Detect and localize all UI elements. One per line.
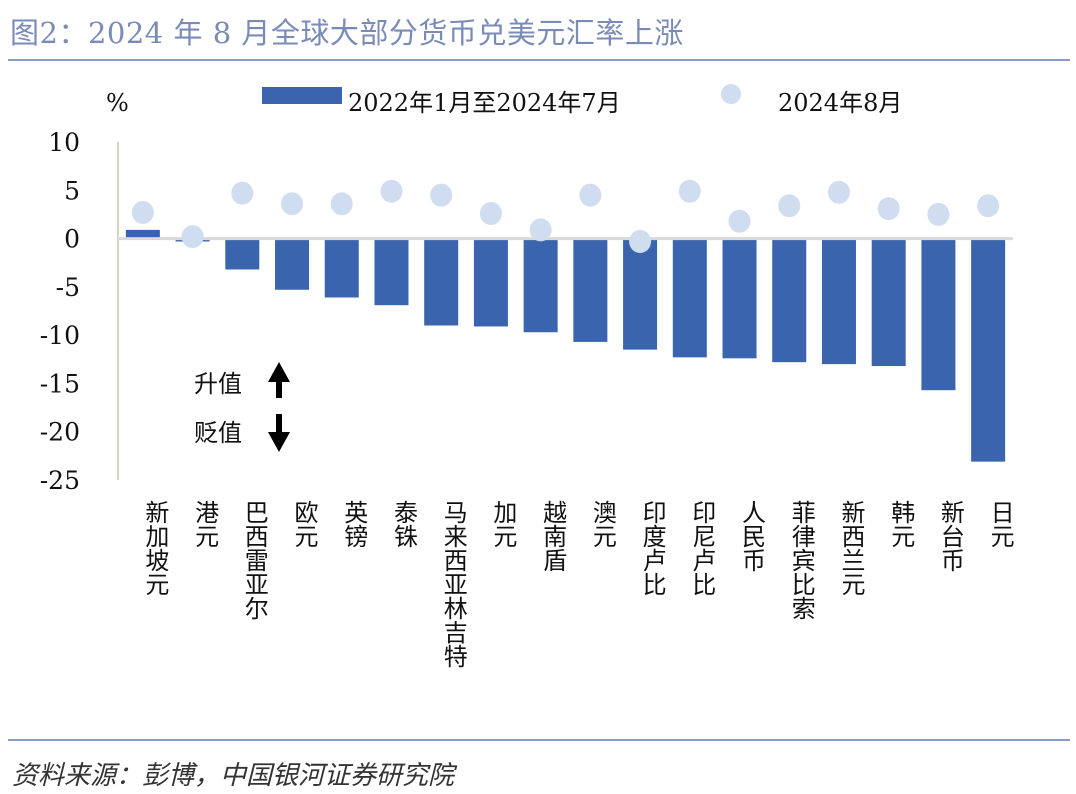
y-tick-label: -20 [40,418,80,447]
bar-日元 [971,238,1006,462]
x-tick-label: 巴西雷亚尔 [240,500,268,620]
dot-印度卢比 [629,229,652,253]
dot-新加坡元 [131,200,154,224]
dot-巴西雷亚尔 [231,181,254,205]
bottom-divider [8,739,1070,741]
dot-欧元 [281,192,304,216]
source-note: 资料来源：彭博，中国银河证券研究院 [12,761,455,791]
x-tick-label: 印度卢比 [638,500,666,596]
y-tick-label: -15 [40,369,80,398]
y-tick-label: 5 [64,176,80,205]
x-tick-label: 人民币 [738,500,766,572]
bar-印度卢比 [623,238,658,350]
annotation-depreciation: 贬值 [194,419,242,447]
y-tick-label: -5 [56,273,80,302]
dot-泰铢 [380,179,403,203]
x-tick-label: 港元 [191,500,219,548]
bar-欧元 [275,238,310,290]
arrow-up-icon [268,362,290,398]
arrow-down-icon [268,414,290,452]
annotation-appreciation: 升值 [194,370,242,398]
legend-bar-label: 2022年1月至2024年7月 [348,89,621,117]
top-divider [8,59,1070,61]
x-tick-label: 日元 [986,500,1014,548]
x-tick-label: 泰铢 [389,500,417,548]
y-tick-label: 10 [48,128,80,157]
y-axis-unit: % [106,89,129,117]
dot-新台币 [927,202,950,226]
y-tick-label: -25 [40,466,80,495]
bar-chart: 10 5 0 -5 -10 -15 -20 -25% 新加坡元 港元 巴西雷亚尔 欧元 英镑 泰铢 马来西亚… [40,84,1014,668]
bar-印尼卢比 [672,238,707,358]
legend-bar-swatch [262,87,342,104]
dot-加元 [479,201,502,225]
bar-新加坡元 [125,229,160,239]
x-tick-label: 韩元 [887,500,915,548]
bar-加元 [473,238,508,327]
dot-英镑 [330,192,353,216]
x-tick-label: 澳元 [588,500,616,548]
y-tick-label: -10 [40,321,80,350]
figure-title: 图2：2024 年 8 月全球大部分货币兑美元汇率上涨 [10,16,684,50]
dot-人民币 [728,209,751,233]
bar-马来西亚林吉特 [424,238,459,326]
bar-巴西雷亚尔 [225,238,260,270]
x-tick-label: 印尼卢比 [688,500,716,596]
bar-英镑 [324,238,359,298]
legend-dot-swatch [721,84,741,104]
dot-韩元 [877,197,900,221]
dot-新西兰元 [827,180,850,204]
x-tick-label: 英镑 [340,500,368,548]
dot-港元 [181,225,204,249]
bar-新台币 [921,238,956,391]
dot-印尼卢比 [678,179,701,203]
x-tick-label: 新台币 [936,500,964,572]
dot-马来西亚林吉特 [430,183,453,207]
dot-越南盾 [529,218,552,242]
bar-泰铢 [374,238,409,306]
bar-澳元 [573,238,608,342]
bar-菲律宾比索 [772,238,807,363]
x-tick-label: 菲律宾比索 [787,500,815,620]
x-tick-label: 新西兰元 [837,500,865,596]
bar-人民币 [722,238,757,359]
dot-澳元 [579,183,602,207]
legend-dot-label: 2024年8月 [778,89,902,117]
y-tick-label: 0 [64,225,80,254]
bar-越南盾 [523,238,558,333]
x-tick-label: 新加坡元 [141,500,169,596]
x-tick-label: 加元 [489,500,517,548]
x-tick-label: 马来西亚林吉特 [439,500,467,668]
x-tick-label: 欧元 [290,500,318,548]
x-tick-label: 越南盾 [539,500,567,572]
dot-日元 [977,194,1000,218]
bar-新西兰元 [821,238,856,365]
dot-菲律宾比索 [778,194,801,218]
bar-韩元 [871,238,906,367]
